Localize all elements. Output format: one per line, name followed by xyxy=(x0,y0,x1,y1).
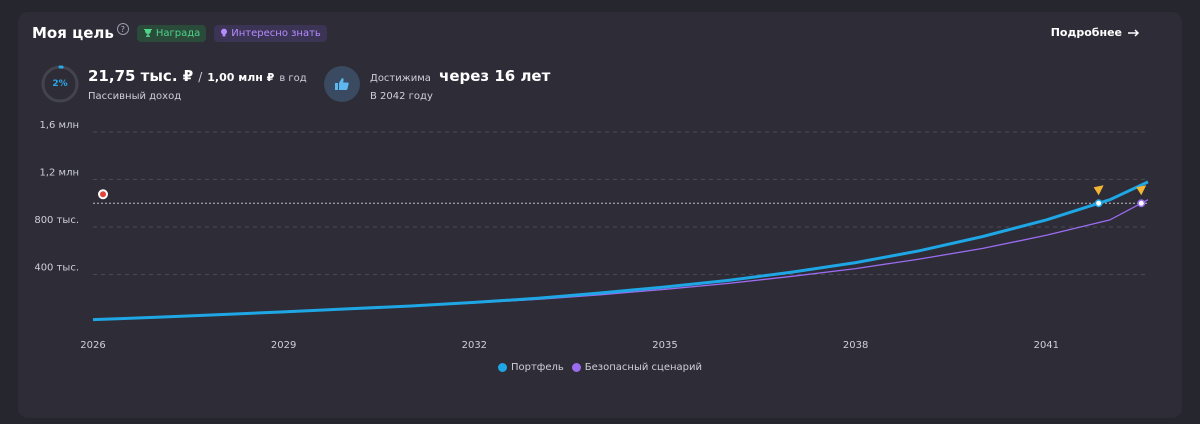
series-line-portfolio xyxy=(92,180,1149,322)
goal-marker-safe xyxy=(1137,199,1146,208)
achievable-when: через 16 лет xyxy=(439,67,551,85)
party-icon-safe xyxy=(1136,185,1147,196)
income-label: Пассивный доход xyxy=(88,90,182,102)
passive-income-stat: 2% 21,75 тыс. ₽ / 1,00 млн ₽ в год Пасси… xyxy=(40,64,307,104)
progress-ring: 2% xyxy=(40,64,80,104)
x-tick-label: 2035 xyxy=(652,340,677,351)
goal-chart: 400 тыс. 800 тыс. 1,2 млн 1,6 млн 2026 2029 20… xyxy=(34,120,1149,351)
goal-marker-portfolio xyxy=(1094,199,1103,208)
achievable-stat: Достижима через 16 лет В 2042 году xyxy=(324,66,550,102)
info-badge-label: Интересно знать xyxy=(231,27,321,39)
income-separator: / xyxy=(198,69,203,84)
more-link[interactable]: Подробнее xyxy=(1051,26,1140,39)
more-link-label: Подробнее xyxy=(1050,26,1122,39)
chart-legend: Портфель Безопасный сценарий xyxy=(18,362,1182,373)
income-value: 21,75 тыс. ₽ xyxy=(88,66,194,85)
card-header: Моя цель ? Награда Интересно знать xyxy=(32,22,327,44)
party-icon-portfolio xyxy=(1093,185,1104,196)
trophy-icon xyxy=(143,29,152,37)
award-badge-label: Награда xyxy=(155,27,201,39)
legend-item-portfolio[interactable]: Портфель xyxy=(497,362,564,373)
thumbs-up-icon xyxy=(324,66,360,102)
legend-item-safe[interactable]: Безопасный сценарий xyxy=(571,362,702,373)
x-tick-label: 2041 xyxy=(1034,340,1059,351)
legend-label-portfolio: Портфель xyxy=(510,362,564,373)
x-tick-label: 2026 xyxy=(80,340,105,351)
x-tick-label: 2038 xyxy=(843,340,868,351)
legend-dot-portfolio xyxy=(497,363,507,372)
award-badge[interactable]: Награда xyxy=(136,24,207,42)
x-tick-label: 2029 xyxy=(271,340,296,351)
y-tick-label: 1,2 млн xyxy=(39,168,79,179)
info-badge[interactable]: Интересно знать xyxy=(214,24,327,42)
progress-percent: 2% xyxy=(52,79,68,89)
x-tick-label: 2032 xyxy=(462,340,487,351)
achievable-label: Достижима xyxy=(370,73,431,84)
arrow-right-icon xyxy=(1128,28,1140,37)
y-tick-label: 800 тыс. xyxy=(34,215,79,226)
achievable-year: В 2042 году xyxy=(370,91,433,102)
goal-value: 1,00 млн ₽ xyxy=(207,70,275,84)
target-icon-inner xyxy=(100,191,106,198)
series-line-safe xyxy=(92,199,1149,321)
legend-dot-safe xyxy=(571,363,581,372)
y-tick-label: 400 тыс. xyxy=(34,263,79,274)
help-icon[interactable]: ? xyxy=(116,23,129,35)
y-tick-label: 1,6 млн xyxy=(39,120,79,131)
lightbulb-icon xyxy=(221,28,228,37)
card-title: Моя цель xyxy=(32,24,114,42)
per-year-label: в год xyxy=(279,72,307,84)
legend-label-safe: Безопасный сценарий xyxy=(584,362,702,373)
goal-card: Моя цель ? Награда Интересно знать Подро… xyxy=(18,12,1182,418)
